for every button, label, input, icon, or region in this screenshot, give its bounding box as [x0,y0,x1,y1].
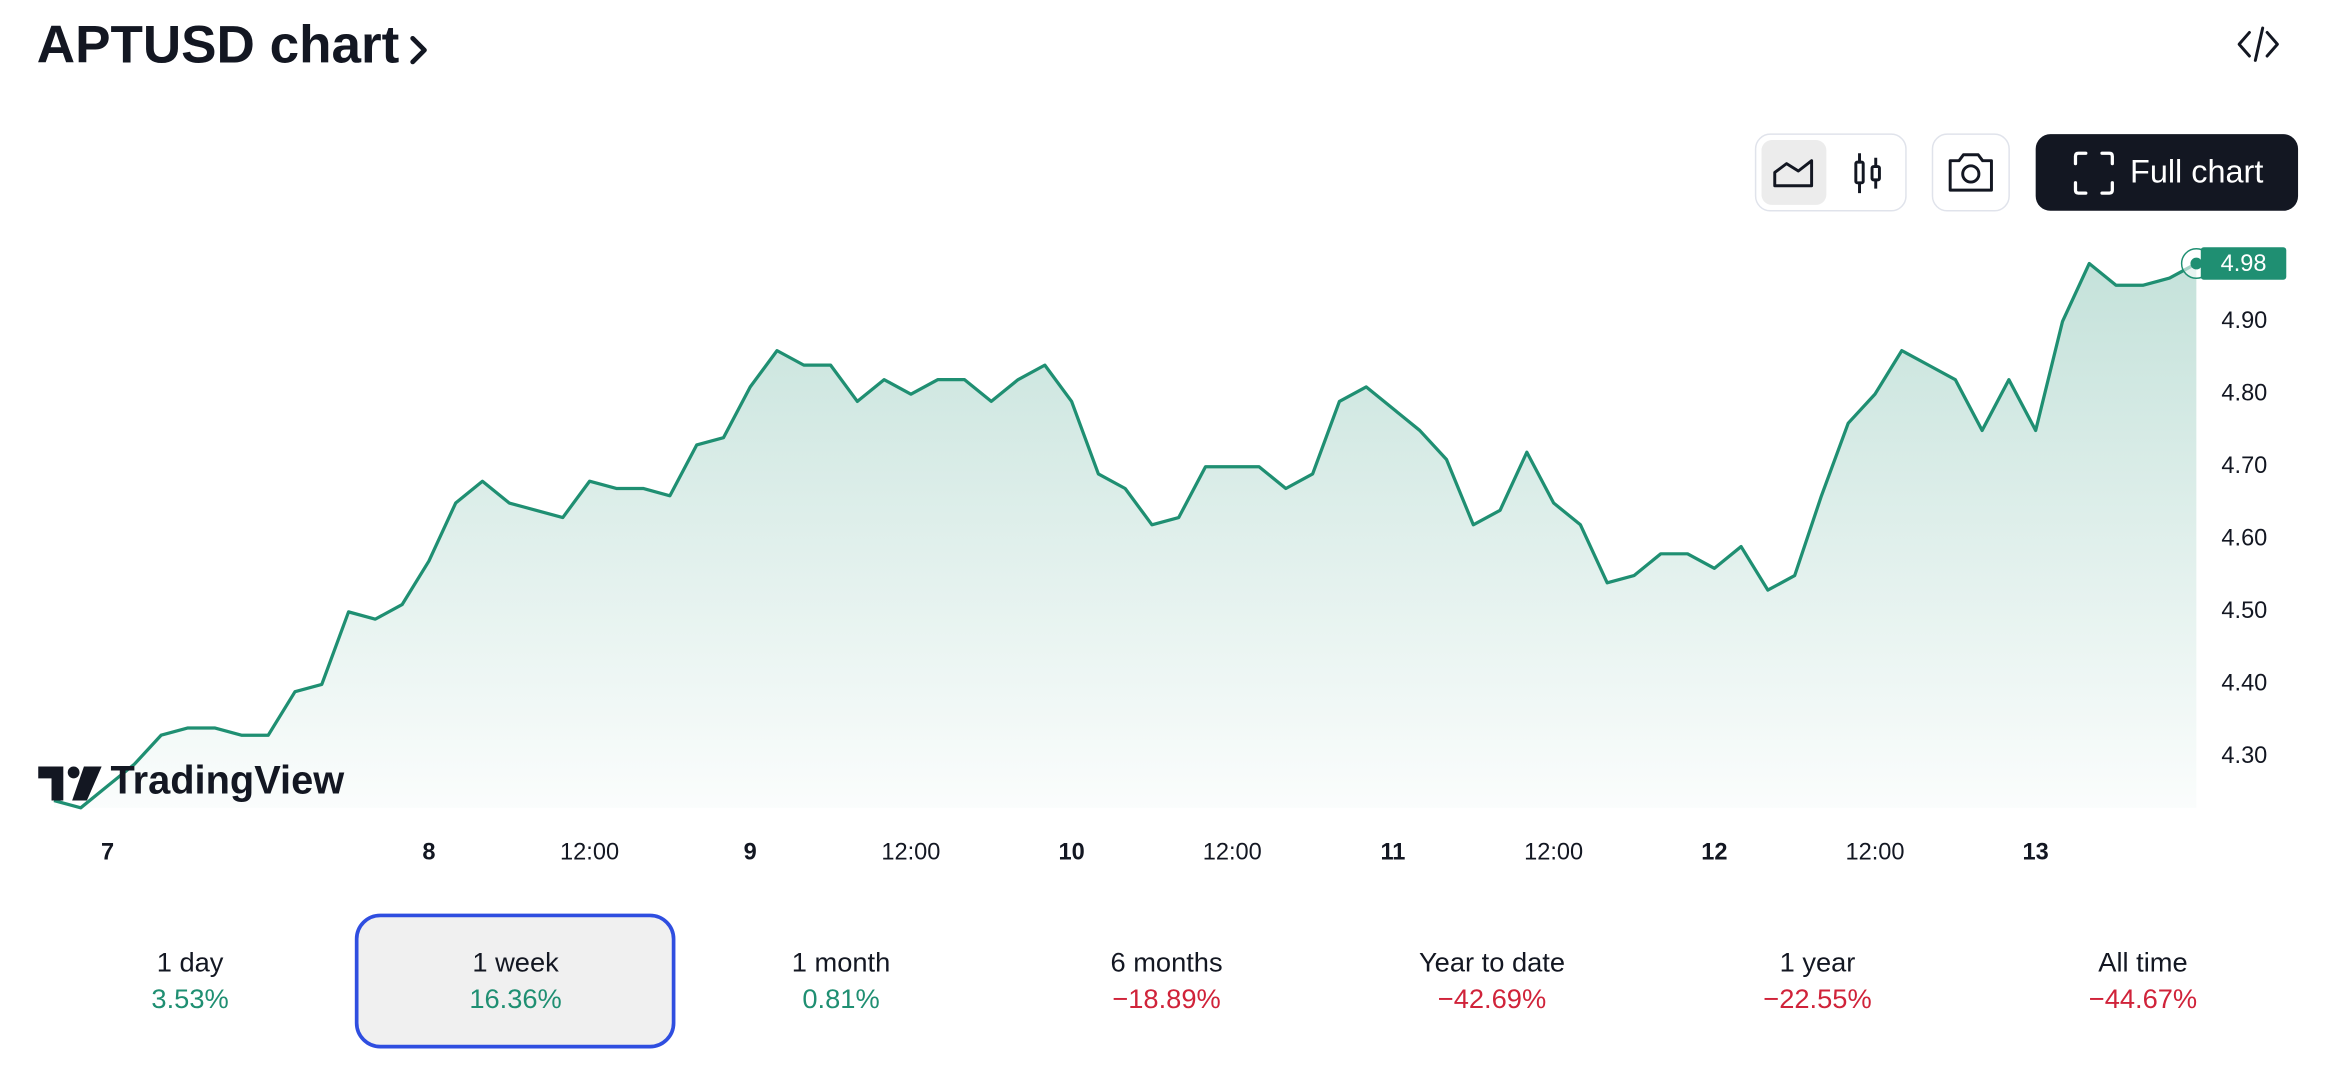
price-line [53,261,2198,810]
y-tick-label: 4.40 [2221,670,2267,696]
title-chevron[interactable] [410,35,427,65]
period-change[interactable]: −18.89% [1112,983,1220,1014]
period-label[interactable]: 6 months [1110,946,1222,977]
x-tick-label: 12:00 [1524,839,1583,865]
selected-tab-frame [354,913,676,1049]
period-tab[interactable]: 6 months −18.89% [1110,946,1222,1014]
period-label[interactable]: All time [2098,946,2187,977]
period-label[interactable]: 1 year [1780,946,1856,977]
y-tick-label: 4.50 [2221,597,2267,623]
x-tick-label: 11 [1380,839,1405,865]
plot: 4.30 4.40 4.50 4.60 4.70 4.80 4.90 7 8 12:00 9 12:0… [53,247,2287,865]
y-tick-label: 4.70 [2221,452,2267,478]
price-tag-label: 4.98 [2221,250,2267,276]
x-tick-label: 12:00 [881,839,940,865]
x-tick-label: 9 [744,839,757,865]
area-fill [53,263,2197,808]
period-change[interactable]: 16.36% [469,983,561,1014]
period-change[interactable]: −42.69% [1438,983,1546,1014]
x-tick-label: 12:00 [1203,839,1262,865]
period-label[interactable]: Year to date [1419,946,1565,977]
price-tag [2200,247,2287,280]
camera-icon [1948,153,1993,192]
period-label[interactable]: 1 month [792,946,891,977]
period-change[interactable]: −44.67% [2089,983,2197,1014]
period-tab[interactable]: 1 week 16.36% [354,913,676,1049]
snapshot-button[interactable] [1931,133,2010,212]
period-change[interactable]: 3.53% [151,983,228,1014]
period-tab[interactable]: 1 day 3.53% [151,946,228,1014]
period-tab[interactable]: Year to date −42.69% [1419,946,1565,1014]
period-tab[interactable]: All time −44.67% [2089,946,2197,1014]
x-tick-label: 12:00 [560,839,619,865]
period-label[interactable]: 1 week [472,946,559,977]
period-tab[interactable]: 1 month 0.81% [792,946,891,1014]
area-icon [1773,159,1814,188]
x-tick-label: 12 [1701,839,1727,865]
candle-style-button[interactable] [1854,153,1881,194]
x-tick-label: 7 [101,839,114,865]
y-tick-label: 4.30 [2221,742,2267,768]
x-tick-label: 8 [422,839,435,865]
x-tick-label: 12:00 [1845,839,1904,865]
fullscreen-icon [2073,151,2114,195]
period-tabs: 1 day 3.53% 1 week 16.36% 1 month 0.81% 6 mont… [151,913,2197,1049]
x-tick-label: 13 [2023,839,2049,865]
period-label[interactable]: 1 day [157,946,224,977]
y-tick-label: 4.80 [2221,379,2267,405]
x-tick-label: 10 [1058,839,1084,865]
embed-icon[interactable] [2237,26,2279,62]
period-change[interactable]: −22.55% [1763,983,1871,1014]
full-chart-label[interactable]: Full chart [2130,154,2263,190]
title[interactable]: APTUSD chart [37,16,400,75]
period-tab[interactable]: 1 year −22.55% [1763,946,1871,1014]
area-style-button[interactable] [1761,140,1827,205]
watermark: TradingView [110,758,345,802]
y-tick-label: 4.60 [2221,525,2267,551]
period-change[interactable]: 0.81% [802,983,879,1014]
y-tick-label: 4.90 [2221,307,2267,333]
last-point [2190,257,2203,270]
tradingview-logo [38,766,102,801]
